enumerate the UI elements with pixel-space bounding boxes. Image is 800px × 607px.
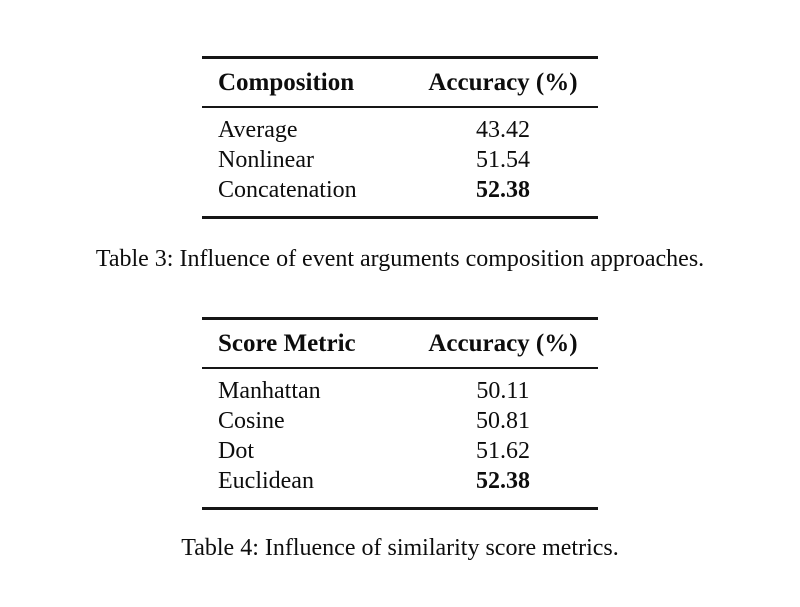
row-value: 51.54 — [475, 147, 530, 173]
row-label: Average — [218, 117, 298, 143]
table-row: Cosine 50.81 — [202, 406, 598, 436]
table-row: Nonlinear 51.54 — [202, 145, 598, 175]
column-header-accuracy: Accuracy (%) — [407, 320, 598, 369]
table-row: Dot 51.62 — [202, 436, 598, 466]
row-value: 43.42 — [475, 117, 530, 143]
table-row: Concatenation 52.38 — [202, 175, 598, 216]
row-value: 51.62 — [475, 438, 530, 464]
row-label: Nonlinear — [218, 147, 314, 173]
row-label: Manhattan — [218, 378, 321, 404]
row-value: 50.81 — [475, 408, 530, 434]
row-value: 50.11 — [476, 378, 530, 404]
row-label: Dot — [218, 438, 254, 464]
table-score-metric-grid: Score Metric Accuracy (%) Manhattan 50.1… — [202, 320, 598, 507]
column-header-accuracy: Accuracy (%) — [407, 59, 598, 108]
table-row: Euclidean 52.38 — [202, 466, 598, 507]
row-value-best: 52.38 — [475, 177, 530, 203]
table-3-caption: Table 3: Influence of event arguments co… — [95, 246, 705, 272]
table-header-row: Composition Accuracy (%) — [202, 59, 598, 108]
row-label: Euclidean — [218, 468, 314, 494]
column-header-composition: Composition — [202, 59, 408, 108]
table-composition: Composition Accuracy (%) Average 43.42 N… — [202, 56, 598, 219]
row-label: Cosine — [218, 408, 285, 434]
row-value-best: 52.38 — [475, 468, 530, 494]
table-row: Manhattan 50.11 — [202, 368, 598, 406]
table-score-metric: Score Metric Accuracy (%) Manhattan 50.1… — [202, 317, 598, 510]
column-header-score-metric: Score Metric — [202, 320, 408, 369]
row-label: Concatenation — [218, 177, 357, 203]
table-row: Average 43.42 — [202, 107, 598, 145]
table-header-row: Score Metric Accuracy (%) — [202, 320, 598, 369]
table-composition-grid: Composition Accuracy (%) Average 43.42 N… — [202, 59, 598, 216]
table-4-caption: Table 4: Influence of similarity score m… — [181, 535, 619, 561]
